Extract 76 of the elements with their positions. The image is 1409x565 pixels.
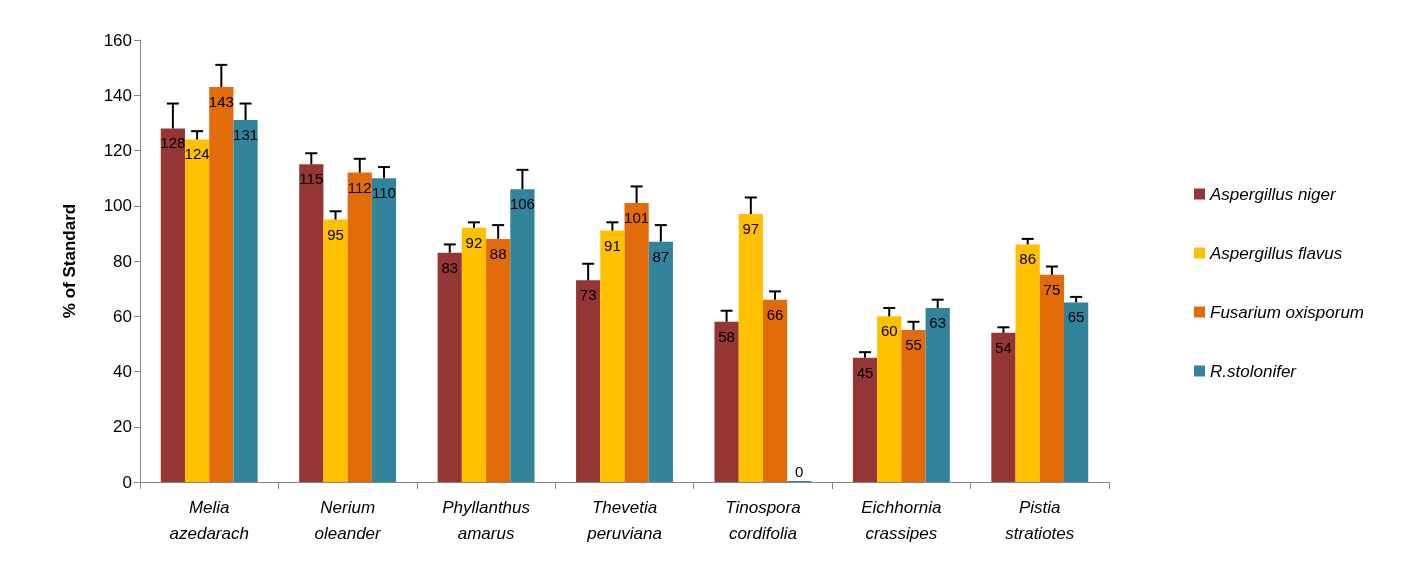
data-label: 0 <box>795 463 804 480</box>
bar <box>925 307 950 482</box>
data-label: 110 <box>372 184 396 202</box>
y-tick-label: 120 <box>103 141 132 160</box>
data-label: 65 <box>1067 308 1085 326</box>
bar <box>184 139 210 482</box>
data-label: 55 <box>905 336 922 354</box>
bar <box>209 86 234 482</box>
data-label: 131 <box>233 126 259 144</box>
bar <box>160 128 185 482</box>
bar <box>1064 302 1089 482</box>
y-axis-title: % of Standard <box>60 203 79 319</box>
y-tick-label: 160 <box>103 30 132 50</box>
x-tick-label: Phyllanthus amarus <box>442 497 531 543</box>
data-label: 115 <box>299 170 324 188</box>
bar <box>648 241 673 482</box>
bar <box>510 189 535 482</box>
data-label: 75 <box>1043 280 1061 298</box>
bar <box>852 357 878 482</box>
bar <box>901 330 926 482</box>
data-label: 54 <box>995 338 1012 356</box>
bar <box>624 202 649 482</box>
y-tick-label: 40 <box>113 362 132 381</box>
data-label: 45 <box>856 363 874 381</box>
bar <box>1015 244 1040 482</box>
bar <box>299 164 324 482</box>
data-label: 124 <box>184 145 210 163</box>
data-label: 58 <box>718 327 735 345</box>
y-tick-label: 20 <box>113 417 132 437</box>
bar <box>991 332 1016 482</box>
bar <box>347 172 372 482</box>
y-tick-label: 0 <box>122 472 132 492</box>
data-label: 112 <box>347 178 372 196</box>
y-tick-label: 140 <box>103 85 132 105</box>
x-tick-label: Pistia stratiotes <box>1005 497 1075 543</box>
data-label: 86 <box>1019 250 1037 268</box>
data-label: 92 <box>465 233 483 251</box>
bar <box>233 120 258 482</box>
bar <box>738 214 763 482</box>
bar <box>371 178 397 482</box>
bar <box>600 230 625 482</box>
data-label: 106 <box>509 195 535 213</box>
data-label: 91 <box>604 236 621 254</box>
bar <box>576 280 601 482</box>
data-label: 63 <box>929 313 947 331</box>
bar <box>877 316 902 482</box>
legend-label: Aspergillus niger <box>1209 184 1338 204</box>
y-tick-label: 80 <box>113 251 132 271</box>
data-label: 87 <box>652 247 670 265</box>
bar <box>1039 274 1065 482</box>
bar <box>714 321 739 482</box>
data-label: 101 <box>624 208 650 226</box>
x-tick-label: Thevetia peruviana <box>586 497 662 543</box>
x-tick-label: Nerium oleander <box>314 497 383 543</box>
data-label: 60 <box>880 322 898 340</box>
bar <box>762 299 788 482</box>
x-tick-label: Tinospora cordifolia <box>725 497 801 543</box>
data-label: 83 <box>441 258 459 276</box>
y-tick-label: 100 <box>103 196 132 216</box>
y-tick-label: 60 <box>113 306 132 326</box>
data-label: 66 <box>766 305 784 323</box>
legend-label: Fusarium oxisporum <box>1210 302 1365 322</box>
legend-label: R.stolonifer <box>1210 361 1298 381</box>
x-tick-label: Eichhornia crassipes <box>861 497 942 543</box>
bar <box>461 227 487 482</box>
data-label: 73 <box>579 286 597 304</box>
bar <box>323 219 348 482</box>
bar <box>486 238 511 482</box>
data-label: 128 <box>160 134 186 152</box>
data-label: 143 <box>208 92 234 110</box>
data-label: 95 <box>327 225 344 243</box>
data-label: 88 <box>489 244 507 262</box>
data-label: 97 <box>742 220 760 238</box>
x-tick-label: Melia azedarach <box>169 497 249 543</box>
bar <box>437 252 462 482</box>
legend-label: Aspergillus flavus <box>1209 243 1343 263</box>
